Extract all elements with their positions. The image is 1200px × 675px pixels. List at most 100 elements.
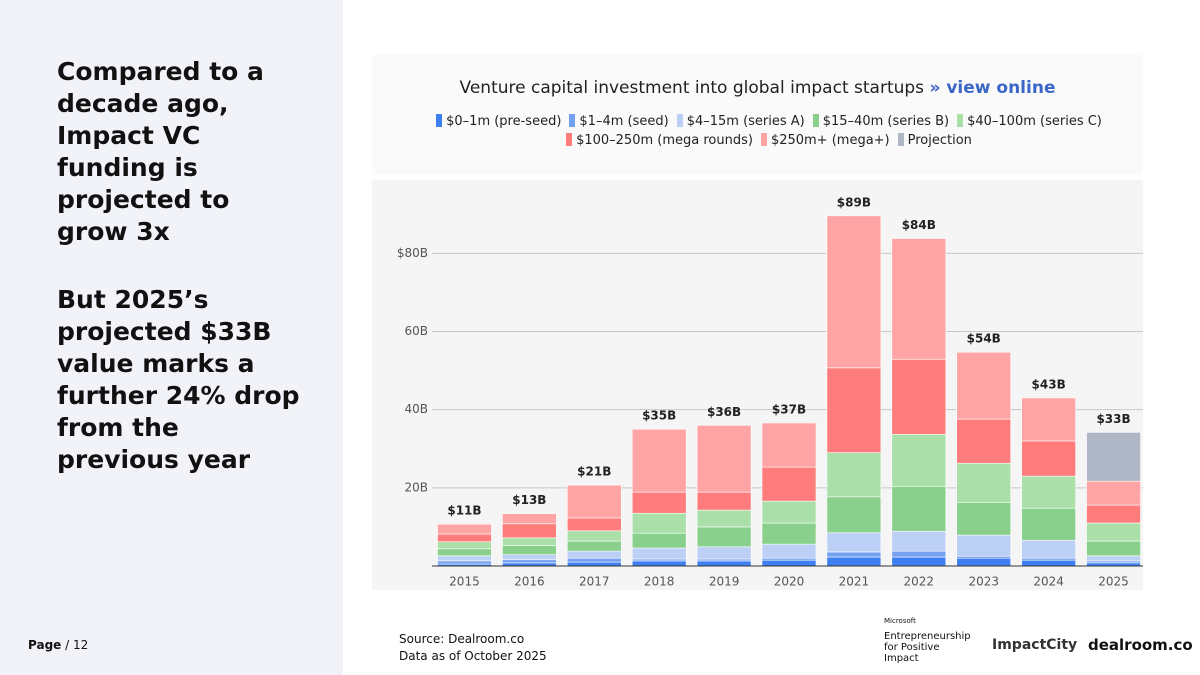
bar-segment xyxy=(1021,559,1076,567)
legend-item: $250m+ (mega+) xyxy=(760,131,890,150)
bar-segment xyxy=(891,433,947,487)
plot-area xyxy=(372,180,1143,590)
bar-segment xyxy=(956,351,1012,420)
bar-segment xyxy=(891,358,947,435)
x-tick-label: 2019 xyxy=(709,575,740,589)
x-tick-label: 2020 xyxy=(774,575,805,589)
logo-microsoft: Microsoft xyxy=(884,617,916,625)
x-tick-label: 2015 xyxy=(449,575,480,589)
bar-segment xyxy=(761,466,817,502)
bar-segment xyxy=(826,496,882,534)
page-count: / 12 xyxy=(65,638,89,652)
logo-impactcity: ImpactCity xyxy=(992,637,1078,653)
bar-segment xyxy=(1021,539,1076,559)
total-label: $21B xyxy=(577,465,611,479)
bar-segment xyxy=(502,523,557,539)
x-tick-label: 2018 xyxy=(644,575,675,589)
legend-swatch xyxy=(569,114,576,127)
data-date: Data as of October 2025 xyxy=(399,649,547,663)
legend-item: $1–4m (seed) xyxy=(569,112,669,131)
y-tick-label: 60B xyxy=(404,324,428,338)
bar-segment xyxy=(761,559,817,567)
bar-segment xyxy=(631,547,687,560)
logo-dealroom: dealroom.co xyxy=(1088,636,1193,654)
bar-segment xyxy=(891,556,947,567)
legend-label: $0–1m (pre-seed) xyxy=(446,114,562,129)
bar-segment xyxy=(696,526,752,548)
bar-segment xyxy=(891,550,947,558)
legend-swatch xyxy=(897,133,904,146)
bar-segment xyxy=(956,418,1012,464)
total-label: $43B xyxy=(1032,377,1066,391)
x-tick-label: 2025 xyxy=(1098,575,1129,589)
bar-segment xyxy=(566,540,622,552)
total-label: $89B xyxy=(837,195,871,209)
source-text: Source: Dealroom.co xyxy=(399,632,525,646)
chart-header-bg xyxy=(372,55,1143,175)
bar-segment xyxy=(566,557,622,563)
y-tick-label: $80B xyxy=(397,246,428,260)
bar-segment xyxy=(437,555,492,562)
bar-segment xyxy=(1086,522,1141,542)
total-label: $13B xyxy=(512,493,546,507)
legend-label: $1–4m (seed) xyxy=(579,114,669,129)
bar-segment xyxy=(696,560,752,567)
legend-label: $100–250m (mega rounds) xyxy=(576,133,753,148)
bar-segment xyxy=(502,545,557,555)
bar-segment xyxy=(437,523,492,535)
bar-segment xyxy=(761,422,817,468)
legend-item: $0–1m (pre-seed) xyxy=(436,112,561,131)
headline: Compared to a decade ago, Impact VC fund… xyxy=(57,57,264,246)
legend-swatch xyxy=(436,114,443,127)
bar-segment xyxy=(631,512,687,534)
bar-segment xyxy=(502,513,557,525)
bar-segment xyxy=(1086,555,1141,562)
legend-item: Projection xyxy=(897,131,972,150)
total-label: $36B xyxy=(707,405,741,419)
bar-segment xyxy=(826,556,882,567)
side-panel: Compared to a decade ago, Impact VC fund… xyxy=(0,0,343,675)
legend-item: $100–250m (mega rounds) xyxy=(566,131,753,150)
headline: But 2025’s projected $33B value marks a … xyxy=(57,285,300,474)
bar-segment xyxy=(437,560,492,565)
bar-segment xyxy=(502,554,557,561)
page-label: Page xyxy=(28,638,62,652)
bar-segment xyxy=(566,550,622,559)
bar-segment xyxy=(696,425,752,493)
bar-segment xyxy=(761,522,817,545)
legend-swatch xyxy=(566,133,573,146)
bar-segment xyxy=(1021,475,1076,509)
legend-label: $4–15m (series A) xyxy=(686,114,805,129)
bar-segment xyxy=(826,452,882,498)
y-tick-label: 40B xyxy=(404,402,428,416)
chart-title-row: Venture capital investment into global i… xyxy=(372,78,1143,98)
bar-segment xyxy=(566,484,622,519)
bar-segment xyxy=(761,500,817,524)
logo-epi: Entrepreneurship for Positive Impact xyxy=(884,631,971,664)
bar-segment xyxy=(696,509,752,528)
x-tick-label: 2023 xyxy=(968,575,999,589)
legend-label: Projection xyxy=(907,133,972,148)
page-number: Page / 12 xyxy=(28,638,88,652)
bar-segment xyxy=(956,557,1012,567)
bar-segment xyxy=(956,462,1012,503)
bar-segment xyxy=(696,546,752,560)
bar-segment xyxy=(437,548,492,557)
bar-segment xyxy=(891,485,947,532)
y-tick-label: 20B xyxy=(404,480,428,494)
total-label: $84B xyxy=(902,218,936,232)
view-online-link[interactable]: » view online xyxy=(929,78,1056,98)
source: Source: Dealroom.co Data as of October 20… xyxy=(399,631,547,665)
legend: $0–1m (pre-seed) $1–4m (seed) $4–15m (seri… xyxy=(395,112,1143,150)
legend-label: $15–40m (series B) xyxy=(822,114,950,129)
legend-item: $4–15m (series A) xyxy=(676,112,805,131)
total-label: $33B xyxy=(1096,412,1130,426)
total-label: $37B xyxy=(772,402,806,416)
bar-segment xyxy=(1086,504,1141,524)
bar-segment xyxy=(1021,507,1076,541)
bar-segment xyxy=(891,238,947,360)
total-label: $35B xyxy=(642,409,676,423)
x-tick-label: 2016 xyxy=(514,575,545,589)
bar-segment xyxy=(437,533,492,543)
